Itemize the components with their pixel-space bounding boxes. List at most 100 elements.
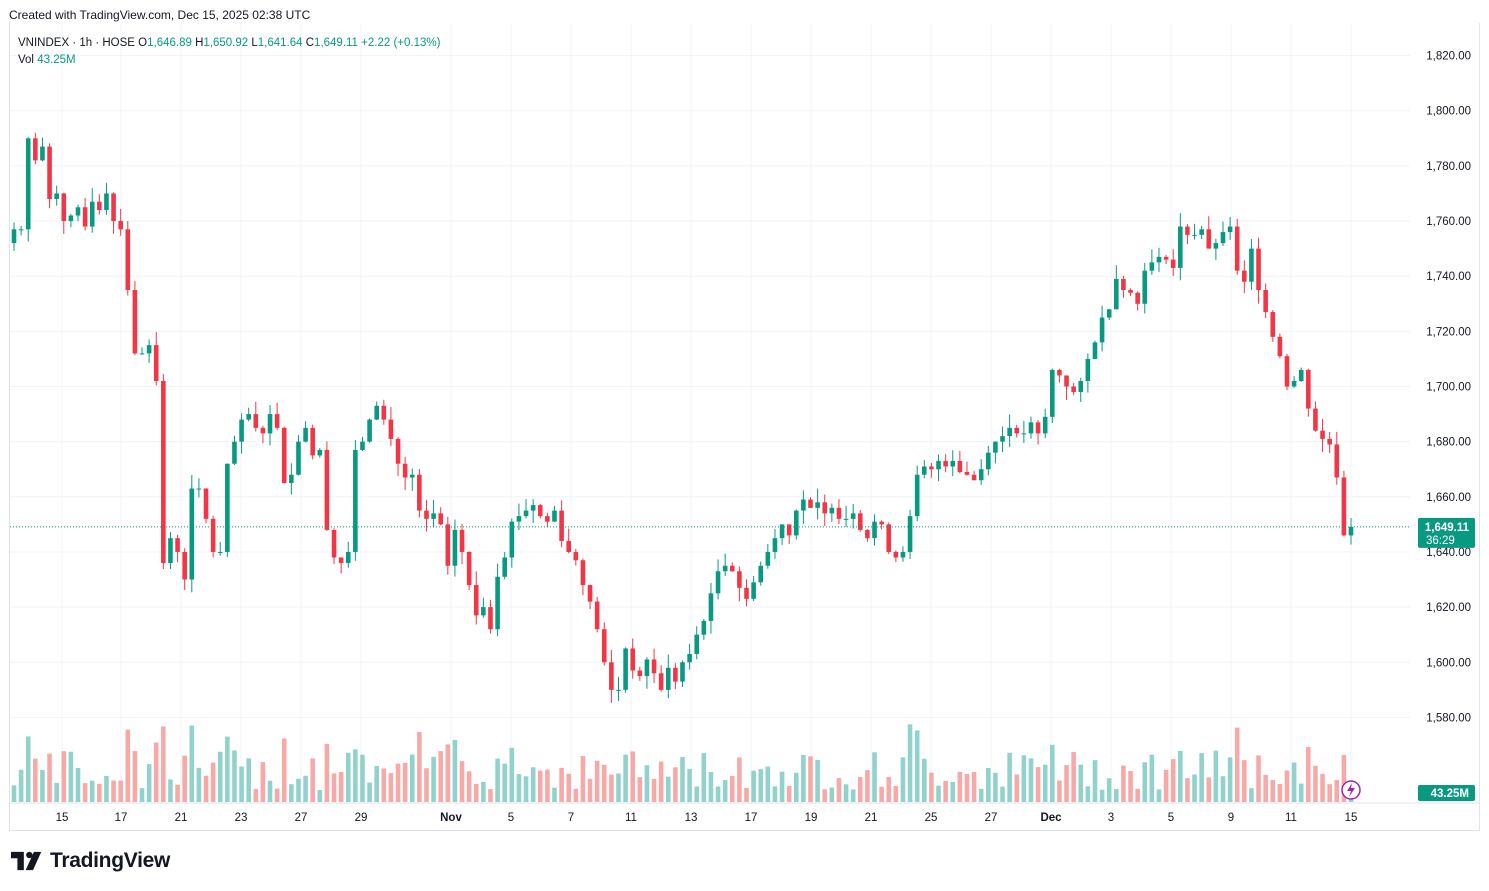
candle-body: [1277, 336, 1283, 357]
volume-bar: [1135, 788, 1140, 802]
candle-body: [978, 469, 984, 481]
legend-volume-value: 43.25M: [37, 54, 76, 66]
volume-bar: [395, 763, 401, 802]
candle-body: [459, 529, 465, 552]
candle-body: [25, 138, 31, 230]
volume-bar: [651, 778, 657, 802]
volume-bar: [459, 761, 465, 802]
candle-body: [317, 449, 323, 456]
legend-ohlc-row: VNINDEX · 1h · HOSE O1,646.89 H1,650.92 …: [18, 35, 440, 52]
volume-bar: [815, 759, 820, 802]
candle-body: [1199, 229, 1204, 235]
candle-body: [879, 521, 884, 525]
volume-bar: [907, 724, 913, 802]
volume-bar: [1220, 776, 1226, 802]
candle-body: [495, 576, 500, 630]
volume-bar: [239, 766, 244, 802]
candle-body: [694, 634, 700, 654]
candle-body: [907, 516, 913, 552]
candle-body: [153, 345, 159, 381]
volume-bar: [1057, 780, 1062, 802]
volume-bar: [701, 753, 707, 802]
candle-body: [1348, 526, 1354, 536]
candle-body: [182, 551, 187, 580]
candle-body: [1234, 226, 1240, 271]
x-tick-label: 7: [568, 812, 574, 824]
candle-body: [1263, 289, 1268, 313]
legend-close-value: 1,649.11: [314, 37, 358, 49]
volume-bar: [488, 789, 493, 802]
last-price-badge-bg: [1418, 517, 1475, 548]
legend-symbol[interactable]: VNINDEX · 1h · HOSE: [18, 37, 135, 49]
candle-body: [964, 471, 970, 475]
volume-bar: [438, 751, 444, 802]
tradingview-logo[interactable]: TradingView: [11, 849, 170, 873]
volume-bar: [232, 750, 237, 802]
volume-bar: [573, 788, 579, 802]
volume-bar: [630, 751, 636, 802]
volume-bar: [338, 771, 344, 802]
candle-body: [793, 510, 799, 536]
volume-bar: [601, 764, 607, 802]
candle-body: [744, 587, 749, 599]
volume-bar: [502, 763, 508, 802]
candle-body: [68, 215, 74, 222]
candle-body: [1142, 270, 1148, 304]
candle-body: [559, 510, 564, 541]
candle-body: [715, 571, 721, 594]
candle-body: [929, 466, 934, 470]
volume-bar: [1213, 750, 1219, 802]
lightning-icon-bolt: [1347, 783, 1355, 797]
volume-bar: [324, 743, 330, 802]
chart-area[interactable]: 1,580.00 1,600.00 1,620.00 1,640.00 1,660.00…: [9, 23, 1480, 831]
volume-bar: [921, 758, 927, 802]
volume-bar: [495, 758, 500, 802]
y-tick-label: 1,660.00: [1426, 492, 1471, 504]
candle-body: [971, 474, 977, 481]
volume-bar: [1341, 755, 1347, 802]
volume-bar: [1050, 744, 1055, 802]
volume-bar: [594, 760, 600, 802]
candle-body: [402, 463, 408, 478]
volume-bar: [1277, 784, 1283, 802]
candle-body: [417, 474, 422, 511]
volume-bar: [473, 783, 479, 802]
volume-bar: [580, 755, 586, 802]
candle-body: [466, 551, 472, 586]
candle-body: [1121, 278, 1126, 290]
volume-bar: [850, 789, 856, 802]
candle-body: [1035, 422, 1041, 434]
candle-body: [950, 460, 956, 467]
volume-bar: [616, 773, 621, 802]
candle-body: [11, 229, 17, 244]
volume-bar: [125, 729, 131, 802]
candle-body: [367, 419, 372, 442]
volume-bar: [552, 787, 557, 802]
candle-body: [1128, 289, 1133, 293]
candle-body: [1106, 309, 1112, 318]
volume-bar: [445, 744, 451, 802]
candle-body: [1092, 342, 1098, 359]
y-tick-label: 1,760.00: [1426, 216, 1471, 228]
volume-bar: [424, 768, 429, 802]
legend-volume-label: Vol: [18, 54, 34, 66]
candle-body: [637, 670, 643, 677]
candle-body: [473, 585, 479, 616]
candle-body: [523, 510, 529, 517]
candle-body: [865, 529, 870, 539]
candle-body: [1078, 380, 1084, 393]
volume-bar: [637, 777, 643, 802]
candle-body: [1256, 248, 1261, 290]
volume-bar: [523, 776, 529, 802]
price-chart[interactable]: 1,580.00 1,600.00 1,620.00 1,640.00 1,660.00…: [10, 23, 1480, 831]
x-tick-label: Dec: [1040, 812, 1062, 824]
lightning-icon[interactable]: [1341, 780, 1361, 800]
volume-bar: [1327, 784, 1332, 802]
volume-bar: [986, 768, 991, 802]
volume-bar: [680, 756, 685, 802]
volume-bar: [1270, 779, 1276, 802]
candle-body: [139, 353, 145, 355]
candle-body: [815, 502, 820, 508]
volume-bar: [1227, 757, 1233, 802]
volume-bar: [623, 754, 628, 802]
